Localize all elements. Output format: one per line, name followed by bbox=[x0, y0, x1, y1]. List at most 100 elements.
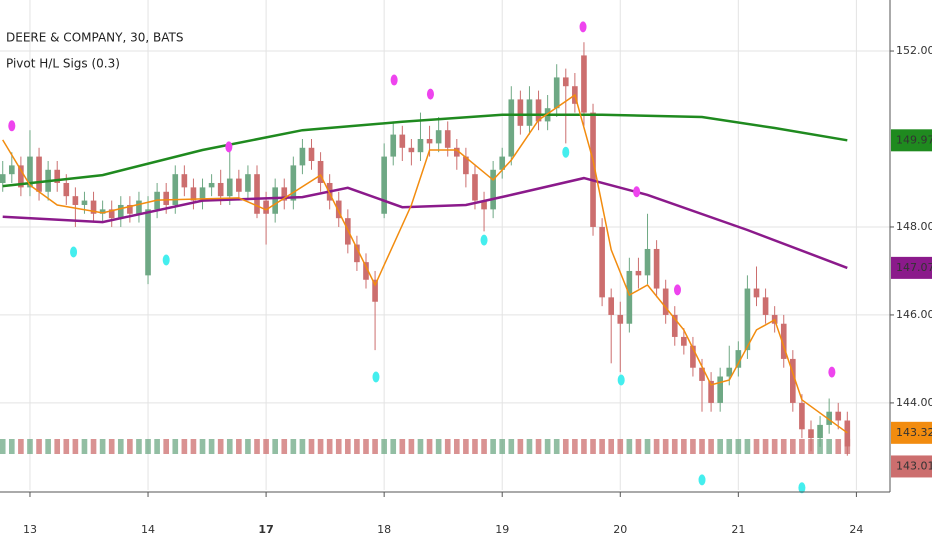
signal-square bbox=[553, 439, 560, 454]
signal-square bbox=[8, 439, 15, 454]
signal-square bbox=[372, 439, 378, 454]
signal-square bbox=[762, 439, 769, 454]
signal-square bbox=[771, 439, 778, 454]
pivot-high-marker bbox=[390, 74, 398, 86]
candle-body bbox=[735, 350, 742, 368]
signal-square bbox=[608, 439, 615, 454]
pivot-high-marker bbox=[225, 141, 233, 153]
line-series bbox=[2, 176, 848, 270]
candle-body bbox=[199, 187, 206, 201]
signal-square bbox=[254, 439, 260, 454]
candle-body bbox=[690, 345, 696, 368]
signal-square bbox=[136, 439, 142, 454]
candle-body bbox=[372, 279, 378, 302]
y-tick-label: 152.00 bbox=[896, 44, 932, 57]
candle-body bbox=[726, 367, 733, 377]
candle-body bbox=[708, 380, 714, 403]
price-tag-label: 149.97 bbox=[896, 133, 932, 146]
price-tag bbox=[891, 455, 932, 478]
pivot-low-marker bbox=[617, 374, 625, 386]
candle-body bbox=[335, 200, 342, 219]
pivot-high-marker bbox=[579, 21, 587, 33]
pivot-low-marker bbox=[698, 474, 706, 486]
signal-square bbox=[245, 439, 251, 454]
candle-body bbox=[453, 147, 460, 157]
candle-body bbox=[208, 182, 215, 188]
signal-square bbox=[572, 439, 578, 454]
signal-square bbox=[345, 439, 351, 454]
signal-square bbox=[381, 439, 387, 454]
candle-body bbox=[145, 209, 151, 276]
signal-square bbox=[753, 439, 760, 454]
signal-square bbox=[735, 439, 742, 454]
candle-body bbox=[653, 248, 660, 289]
signal-square bbox=[226, 439, 233, 454]
signal-square bbox=[145, 439, 151, 454]
candle-body bbox=[245, 174, 251, 192]
signal-square bbox=[744, 439, 751, 454]
signal-square bbox=[617, 439, 624, 454]
signal-square bbox=[317, 439, 324, 454]
line-series bbox=[2, 113, 848, 188]
line-series bbox=[2, 93, 848, 434]
x-tick-label: 24 bbox=[849, 523, 863, 536]
signal-square bbox=[644, 439, 651, 454]
signal-square bbox=[354, 439, 360, 454]
signal-square bbox=[662, 439, 669, 454]
candle-body bbox=[517, 99, 524, 126]
candle-body bbox=[553, 77, 560, 109]
candle-body bbox=[481, 200, 487, 210]
candle-body bbox=[390, 134, 397, 157]
candle-body bbox=[499, 156, 506, 170]
signal-square bbox=[799, 439, 805, 454]
signal-square bbox=[463, 439, 469, 454]
candle-body bbox=[762, 297, 769, 315]
candle-body bbox=[299, 147, 306, 166]
candle-body bbox=[472, 174, 478, 201]
signal-square bbox=[117, 439, 124, 454]
candle-body bbox=[463, 156, 469, 175]
pivot-low-marker bbox=[372, 371, 380, 383]
x-tick-label: 14 bbox=[141, 523, 155, 536]
candle-body bbox=[27, 156, 33, 188]
x-tick-label: 17 bbox=[258, 523, 273, 536]
pivot-high-marker bbox=[426, 88, 434, 100]
signal-square bbox=[481, 439, 487, 454]
candle-body bbox=[599, 226, 605, 298]
candle-body bbox=[263, 200, 269, 214]
signal-square bbox=[544, 439, 551, 454]
candle-body bbox=[72, 196, 79, 205]
y-tick-label: 144.00 bbox=[896, 396, 932, 409]
candle-body bbox=[81, 200, 88, 205]
signal-square bbox=[217, 439, 224, 454]
candle-body bbox=[780, 323, 787, 359]
signal-square bbox=[18, 439, 24, 454]
pivot-high-marker bbox=[828, 366, 836, 378]
signal-square bbox=[508, 439, 515, 454]
candle-body bbox=[535, 99, 542, 122]
candle-body bbox=[190, 187, 197, 201]
signal-square bbox=[408, 439, 415, 454]
price-tag-label: 143.32 bbox=[896, 426, 932, 439]
signal-square bbox=[335, 439, 342, 454]
candle-body bbox=[181, 174, 188, 188]
candle-body bbox=[526, 99, 533, 126]
signal-square bbox=[526, 439, 533, 454]
pivot-low-marker bbox=[480, 234, 488, 246]
candle-body bbox=[163, 191, 170, 205]
signal-square bbox=[36, 439, 42, 454]
price-tag-label: 143.01 bbox=[896, 459, 932, 472]
signal-square bbox=[535, 439, 542, 454]
candle-body bbox=[290, 165, 297, 201]
candle-body bbox=[617, 314, 624, 324]
candle-body bbox=[817, 424, 823, 439]
signal-square bbox=[390, 439, 397, 454]
signal-square bbox=[562, 439, 569, 454]
signal-square bbox=[726, 439, 733, 454]
candle-body bbox=[508, 99, 515, 157]
signal-square bbox=[63, 439, 70, 454]
signal-square bbox=[590, 439, 596, 454]
candle-body bbox=[644, 248, 651, 276]
signal-square bbox=[671, 439, 678, 454]
